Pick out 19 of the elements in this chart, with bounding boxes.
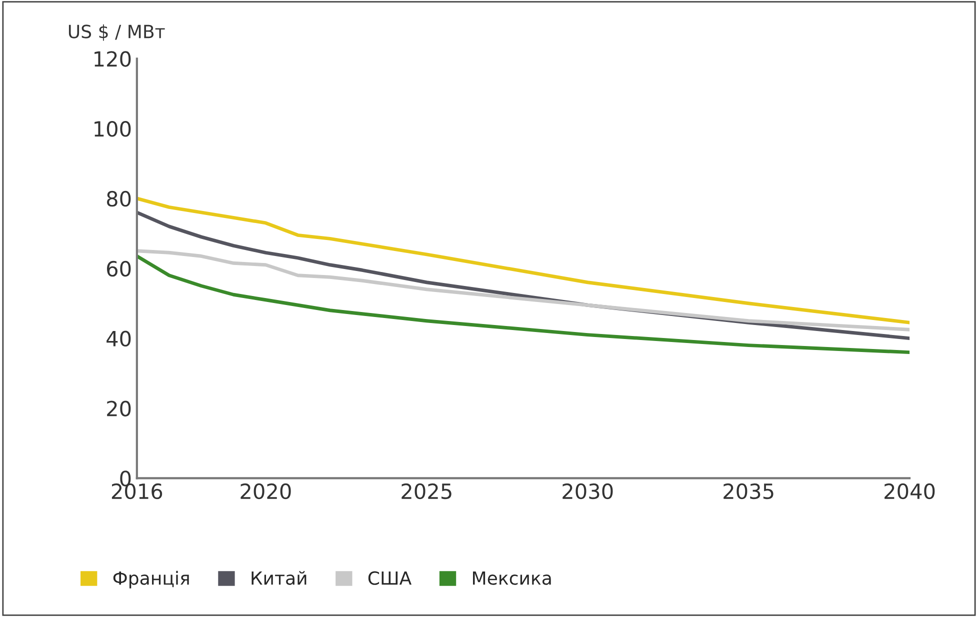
x-tick-label: 2030: [562, 483, 613, 500]
legend-label: Мексика: [473, 571, 551, 585]
x-tick-label: 2025: [402, 483, 452, 500]
y-axis-title: US $ / МВт: [68, 24, 165, 41]
y-tick-label: 80: [106, 190, 131, 207]
y-tick-label: 120: [94, 51, 131, 67]
legend-label: США: [368, 571, 412, 585]
x-tick-label: 2020: [240, 483, 291, 500]
line-series: [136, 249, 910, 332]
y-tick-label: 20: [107, 400, 131, 416]
x-tick-label: 2040: [884, 483, 935, 500]
legend-label: Франція: [113, 570, 189, 588]
x-tick-label: 2035: [724, 483, 774, 500]
y-tick-label: 100: [94, 120, 131, 137]
y-tick-label: 40: [106, 330, 131, 347]
line-series: [136, 254, 910, 354]
line-series: [136, 196, 910, 324]
y-tick-label: 60: [107, 260, 131, 277]
legend-label: Китай: [252, 571, 306, 585]
